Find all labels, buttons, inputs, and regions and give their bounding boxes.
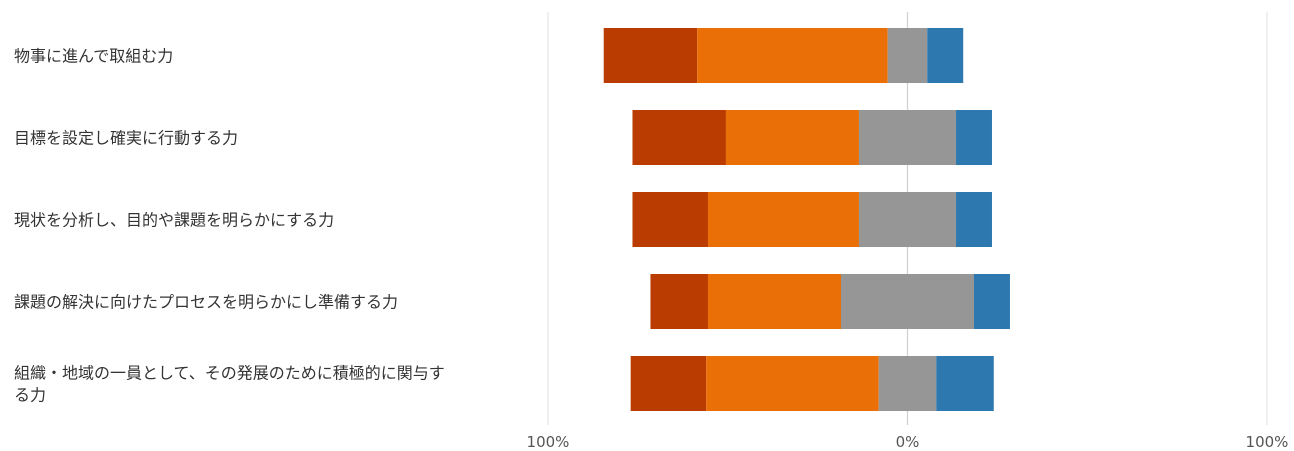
bar-row3-series3 bbox=[974, 274, 1010, 329]
bar-row2-series0 bbox=[632, 192, 708, 247]
bar-row3-series2 bbox=[840, 274, 975, 329]
category-label-0: 物事に進んで取組む力 bbox=[14, 47, 173, 66]
bar-row4-series1 bbox=[706, 356, 879, 411]
bar-row2-series1 bbox=[707, 192, 859, 247]
bar-row4-series3 bbox=[936, 356, 994, 411]
category-label-4-line0: 組織・地域の一員として、その発展のために積極的に関与す bbox=[14, 364, 445, 383]
bar-row1-series0 bbox=[632, 110, 726, 165]
bar-row1-series3 bbox=[956, 110, 992, 165]
bar-row0-series2 bbox=[887, 28, 928, 83]
category-label-4-line1: る力 bbox=[14, 386, 46, 405]
bar-row4-series0 bbox=[630, 356, 707, 411]
x-tick-label-2: 100% bbox=[1246, 433, 1289, 451]
bar-group bbox=[603, 28, 1010, 411]
bar-row2-series2 bbox=[858, 192, 957, 247]
bar-row4-series2 bbox=[878, 356, 937, 411]
category-label-1: 目標を設定し確実に行動する力 bbox=[14, 129, 238, 148]
x-axis-ticks: 100% 0% 100% bbox=[527, 433, 1289, 451]
category-label-3: 課題の解決に向けたプロセスを明らかにし準備する力 bbox=[14, 293, 398, 312]
bar-row2-series3 bbox=[956, 192, 992, 247]
bar-row1-series1 bbox=[725, 110, 859, 165]
bar-row3-series1 bbox=[707, 274, 841, 329]
category-label-2: 現状を分析し、目的や課題を明らかにする力 bbox=[14, 211, 334, 230]
x-tick-label-1: 0% bbox=[896, 433, 920, 451]
bar-row0-series3 bbox=[927, 28, 964, 83]
bar-row0-series0 bbox=[603, 28, 698, 83]
bar-row0-series1 bbox=[697, 28, 888, 83]
bar-row1-series2 bbox=[858, 110, 957, 165]
bar-row3-series0 bbox=[650, 274, 708, 329]
x-tick-label-0: 100% bbox=[527, 433, 570, 451]
category-labels: 物事に進んで取組む力目標を設定し確実に行動する力現状を分析し、目的や課題を明らか… bbox=[14, 47, 445, 405]
